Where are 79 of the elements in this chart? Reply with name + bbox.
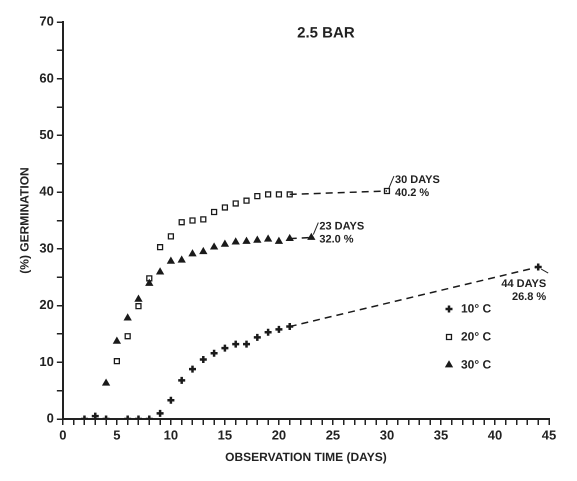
y-tick-label: 60 (39, 70, 54, 86)
x-tick-label: 25 (326, 427, 340, 442)
point (242, 237, 250, 244)
point (209, 348, 219, 358)
annotation: 44 DAYS 26.8 % (501, 278, 546, 304)
x-tick-label: 10 (164, 427, 178, 442)
y-tick-label: 50 (39, 127, 54, 142)
annotation: 30 DAYS 40.2 % (394, 174, 440, 200)
point (274, 324, 284, 334)
point (156, 244, 164, 250)
point (220, 343, 230, 353)
y-axis-title: (%) GERMINATION (18, 167, 32, 274)
point (243, 198, 250, 204)
point (188, 250, 196, 256)
point (166, 396, 176, 406)
point (232, 238, 240, 244)
point (124, 333, 131, 340)
y-tick-label: 40 (39, 184, 54, 199)
point (200, 216, 206, 222)
point (286, 234, 294, 242)
x-tick-label: 40 (488, 427, 502, 442)
point (286, 191, 293, 198)
y-tick-label: 0 (46, 410, 54, 426)
point (232, 200, 239, 207)
point (264, 235, 272, 242)
point (221, 240, 229, 247)
annotation: 23 DAYS 32.0 % (319, 220, 364, 246)
point (210, 243, 218, 250)
point (168, 233, 174, 240)
point (146, 279, 153, 286)
point (113, 337, 121, 344)
x-tick-label: 15 (218, 427, 232, 442)
point (189, 217, 196, 224)
point (284, 322, 294, 332)
point (222, 204, 228, 211)
point (242, 339, 252, 349)
point (146, 275, 152, 282)
point (155, 408, 165, 418)
point (90, 411, 100, 419)
point (178, 219, 185, 226)
x-tick-label: 45 (542, 427, 556, 442)
legend-label: 20° C (461, 329, 492, 344)
point (178, 256, 186, 263)
x-tick-label: 20 (272, 427, 286, 442)
x-tick-label: 5 (113, 427, 120, 442)
point (276, 191, 282, 198)
point (102, 379, 110, 386)
point (263, 327, 273, 337)
point (124, 314, 132, 320)
x-tick-label: 0 (59, 427, 66, 442)
point (533, 262, 543, 272)
point (384, 188, 390, 194)
point (254, 236, 261, 243)
point (254, 192, 260, 200)
point (167, 257, 175, 264)
legend-label: 30° C (461, 357, 492, 372)
legend-label: 10° C (461, 301, 492, 316)
point (210, 208, 218, 216)
x-tick-label: 30 (380, 427, 394, 442)
point (230, 339, 240, 349)
y-tick-label: 30 (39, 240, 54, 256)
point (114, 358, 120, 364)
point (252, 332, 262, 342)
point (135, 303, 142, 310)
point (176, 376, 186, 386)
point (264, 191, 272, 198)
x-axis-title: OBSERVATION TIME (DAYS) (225, 450, 387, 464)
chart-title: 2.5 BAR (297, 24, 355, 42)
y-tick-label: 10 (39, 354, 54, 369)
point (188, 364, 198, 374)
point (134, 295, 142, 302)
point (200, 248, 207, 254)
y-tick-label: 20 (39, 297, 54, 312)
point (198, 354, 208, 364)
y-tick-label: 70 (39, 14, 54, 29)
point (308, 233, 316, 240)
point (275, 237, 283, 244)
x-tick-label: 35 (434, 427, 448, 442)
point (156, 268, 164, 275)
